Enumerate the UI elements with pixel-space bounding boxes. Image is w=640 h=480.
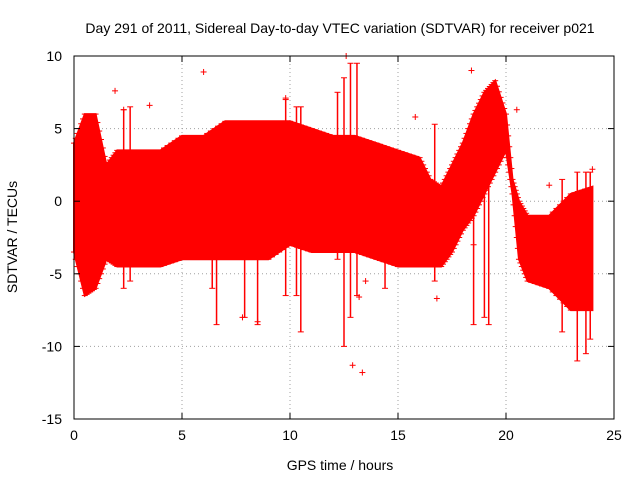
data-point xyxy=(513,106,520,113)
chart-title: Day 291 of 2011, Sidereal Day-to-day VTE… xyxy=(85,20,594,36)
y-tick-label: 0 xyxy=(54,193,62,209)
x-axis-label: GPS time / hours xyxy=(287,457,394,473)
x-tick-label: 0 xyxy=(70,427,78,443)
data-envelope xyxy=(73,78,594,312)
x-tick-label: 10 xyxy=(282,427,298,443)
data-point xyxy=(359,369,366,376)
y-tick-label: -5 xyxy=(50,266,63,282)
x-tick-label: 25 xyxy=(606,427,622,443)
data-point xyxy=(468,67,475,74)
data-point xyxy=(200,68,207,75)
data-point xyxy=(282,95,289,102)
data-point xyxy=(146,102,153,109)
y-axis-label: SDTVAR / TECUs xyxy=(4,181,20,293)
y-tick-label: -10 xyxy=(42,338,62,354)
data-point xyxy=(433,295,440,302)
y-tick-label: 5 xyxy=(54,121,62,137)
data-point xyxy=(356,294,363,301)
x-tick-label: 5 xyxy=(178,427,186,443)
axes xyxy=(73,55,615,420)
plot-frame xyxy=(73,55,615,420)
x-tick-label: 15 xyxy=(390,427,406,443)
x-tick-label: 20 xyxy=(498,427,514,443)
data-point xyxy=(112,87,119,94)
data-point xyxy=(120,106,127,113)
data-point xyxy=(349,362,356,369)
data-point xyxy=(412,113,419,120)
data-point xyxy=(470,241,477,248)
data-point xyxy=(362,278,369,285)
y-tick-label: -15 xyxy=(42,411,62,427)
tick-labels: 0 5 10 15 20 25 10 5 0 -5 -10 -15 xyxy=(42,48,622,443)
data-point xyxy=(239,314,246,321)
data-point xyxy=(254,318,261,325)
y-tick-label: 10 xyxy=(46,48,62,64)
data-point xyxy=(552,249,559,256)
data-layer xyxy=(71,53,596,376)
data-point xyxy=(546,182,553,189)
data-point xyxy=(589,166,596,173)
